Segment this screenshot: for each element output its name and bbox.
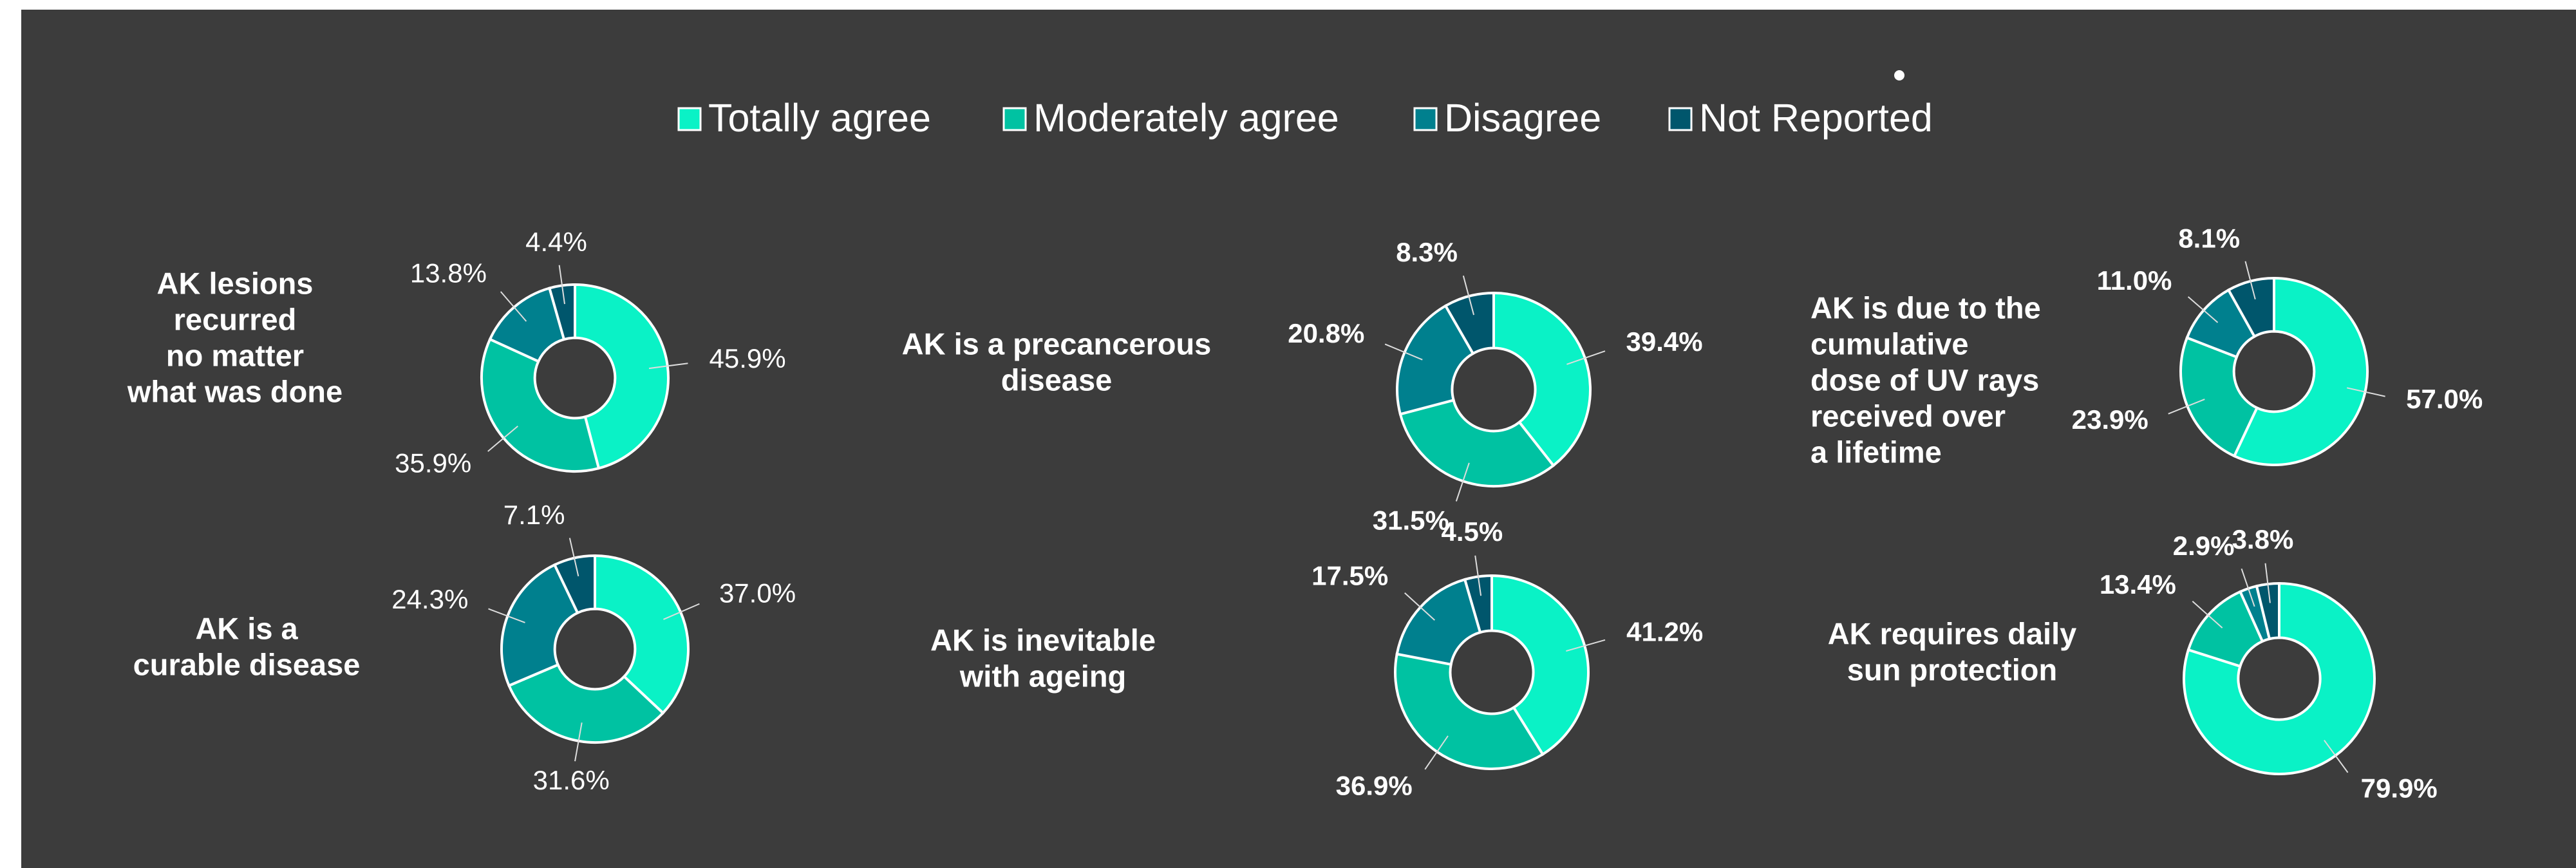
data-label: 36.9%: [1336, 770, 1413, 800]
leader-line: [1474, 555, 1482, 596]
donut-segment: [507, 663, 665, 744]
data-label: 35.9%: [395, 448, 471, 478]
data-label: 11.0%: [2097, 265, 2172, 296]
chart-title: AK is a: [195, 611, 298, 645]
data-label: 8.1%: [2178, 223, 2240, 254]
donut-segment: [2255, 581, 2280, 641]
chart-title: with ageing: [959, 659, 1127, 693]
chart-title: sun protection: [1847, 652, 2057, 686]
chart-title: AK is due to the: [1810, 290, 2041, 325]
donut-segment: [547, 283, 576, 341]
leader-line: [574, 722, 583, 762]
leader-line: [2241, 568, 2255, 607]
donut-segment: [1443, 291, 1495, 355]
leader-line: [1424, 735, 1449, 770]
chart-title: AK is inevitable: [930, 623, 1156, 657]
leader-line: [2168, 399, 2205, 415]
chart-title: curable disease: [133, 647, 361, 681]
donut-segment: [2183, 581, 2376, 775]
leader-line: [1566, 350, 1606, 365]
chart-title: cumulative: [1810, 326, 1969, 361]
legend-label: Totally agree: [708, 96, 931, 140]
leader-line: [500, 291, 527, 322]
data-label: 2.9%: [2173, 531, 2235, 561]
donut-segment: [1395, 578, 1482, 666]
data-label: 41.2%: [1626, 616, 1703, 646]
donut-segment: [2226, 276, 2275, 339]
chart-title: a lifetime: [1810, 435, 1942, 469]
data-label: 4.5%: [1442, 516, 1503, 547]
chart-title: disease: [1001, 363, 1112, 397]
data-label: 7.1%: [503, 500, 565, 530]
donut-segment: [1463, 574, 1493, 634]
data-label: 24.3%: [391, 584, 468, 614]
donut-segment: [1394, 652, 1545, 770]
donut-segment: [594, 554, 690, 715]
donut-segment: [1492, 291, 1592, 467]
legend-label: Disagree: [1444, 96, 1601, 140]
data-label: 39.4%: [1626, 326, 1703, 357]
data-label: 23.9%: [2072, 404, 2148, 435]
chart-title: AK is a precancerous: [902, 326, 1212, 361]
leader-line: [1384, 343, 1423, 361]
data-label: 37.0%: [719, 578, 796, 609]
leader-line: [487, 426, 518, 452]
donut-segment: [480, 337, 601, 473]
data-label: 13.8%: [410, 258, 487, 288]
data-label: 79.9%: [2361, 773, 2438, 803]
leader-line: [663, 603, 700, 620]
leader-line: [1404, 592, 1435, 621]
leader-line: [2346, 387, 2385, 397]
leader-line: [2187, 296, 2219, 323]
data-label: 45.9%: [710, 343, 786, 373]
chart-title: AK lesions: [157, 266, 314, 300]
data-label: 13.4%: [2100, 569, 2176, 599]
donut-segment: [2179, 335, 2259, 458]
data-label: 31.6%: [533, 765, 610, 795]
leader-line: [1566, 639, 1606, 652]
chart-title: AK requires daily: [1828, 616, 2077, 650]
legend-swatch: [677, 107, 702, 131]
donut-segment: [552, 554, 596, 615]
legend-swatch: [1413, 107, 1438, 131]
data-label: 8.3%: [1396, 237, 1458, 267]
leader-line: [2192, 600, 2223, 628]
leader-line: [569, 538, 579, 577]
leader-line: [558, 265, 566, 305]
legend-label: Not Reported: [1699, 96, 1933, 140]
donut-segment: [1396, 304, 1475, 416]
leader-line: [1462, 275, 1475, 316]
chart-title: no matter: [166, 338, 304, 372]
leader-line: [648, 363, 688, 370]
data-label: 31.5%: [1373, 505, 1449, 535]
chart-title: received over: [1810, 399, 2006, 433]
legend-swatch: [1002, 107, 1027, 131]
leader-line: [1455, 462, 1470, 502]
data-label: 57.0%: [2406, 384, 2483, 414]
data-label: 3.8%: [2232, 524, 2294, 554]
leader-line: [2324, 739, 2349, 773]
data-label: 20.8%: [1288, 318, 1364, 348]
data-label: 17.5%: [1312, 561, 1388, 591]
donut-segment: [2232, 276, 2369, 466]
leader-line: [2264, 563, 2271, 603]
leader-line: [2244, 261, 2256, 299]
donut-segment: [500, 563, 579, 688]
donut-segment: [1398, 398, 1556, 487]
leader-line: [488, 608, 525, 623]
legend-label: Moderately agree: [1033, 96, 1339, 140]
panel: [21, 10, 2576, 868]
chart-title: recurred: [174, 302, 297, 336]
legend-swatch: [1668, 107, 1693, 131]
data-label: 4.4%: [525, 227, 587, 257]
chart-title: what was done: [127, 374, 343, 408]
dot: [1894, 70, 1904, 80]
chart-title: dose of UV rays: [1810, 363, 2039, 397]
donut-segment: [574, 283, 670, 470]
